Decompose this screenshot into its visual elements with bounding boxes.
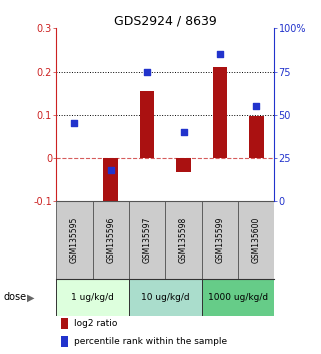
Point [181, 129, 186, 135]
Point [254, 103, 259, 109]
Bar [129, 279, 202, 316]
Bar [176, 158, 191, 172]
Text: GSM135600: GSM135600 [252, 217, 261, 263]
Text: GSM135599: GSM135599 [215, 217, 224, 263]
Text: 1000 ug/kg/d: 1000 ug/kg/d [208, 293, 268, 302]
Bar [140, 91, 154, 158]
Text: GSM135597: GSM135597 [143, 217, 152, 263]
Text: GSM135595: GSM135595 [70, 217, 79, 263]
Bar [129, 201, 165, 279]
Text: 1 ug/kg/d: 1 ug/kg/d [71, 293, 114, 302]
Bar [213, 67, 227, 158]
Bar [61, 336, 68, 347]
Bar [61, 318, 68, 329]
Bar [249, 116, 264, 158]
Text: percentile rank within the sample: percentile rank within the sample [74, 337, 227, 346]
Text: log2 ratio: log2 ratio [74, 319, 117, 328]
Text: GSM135596: GSM135596 [106, 217, 115, 263]
Bar [238, 201, 274, 279]
Text: dose: dose [3, 292, 26, 302]
Point [217, 51, 222, 57]
Bar [56, 201, 92, 279]
Bar [56, 279, 129, 316]
Bar [202, 279, 274, 316]
Text: ▶: ▶ [27, 292, 35, 302]
Text: GSM135598: GSM135598 [179, 217, 188, 263]
Text: 10 ug/kg/d: 10 ug/kg/d [141, 293, 190, 302]
Point [72, 121, 77, 126]
Bar [202, 201, 238, 279]
Point [144, 69, 150, 74]
Bar [92, 201, 129, 279]
Bar [103, 158, 118, 214]
Point [108, 167, 113, 173]
Bar [165, 201, 202, 279]
Title: GDS2924 / 8639: GDS2924 / 8639 [114, 14, 217, 27]
